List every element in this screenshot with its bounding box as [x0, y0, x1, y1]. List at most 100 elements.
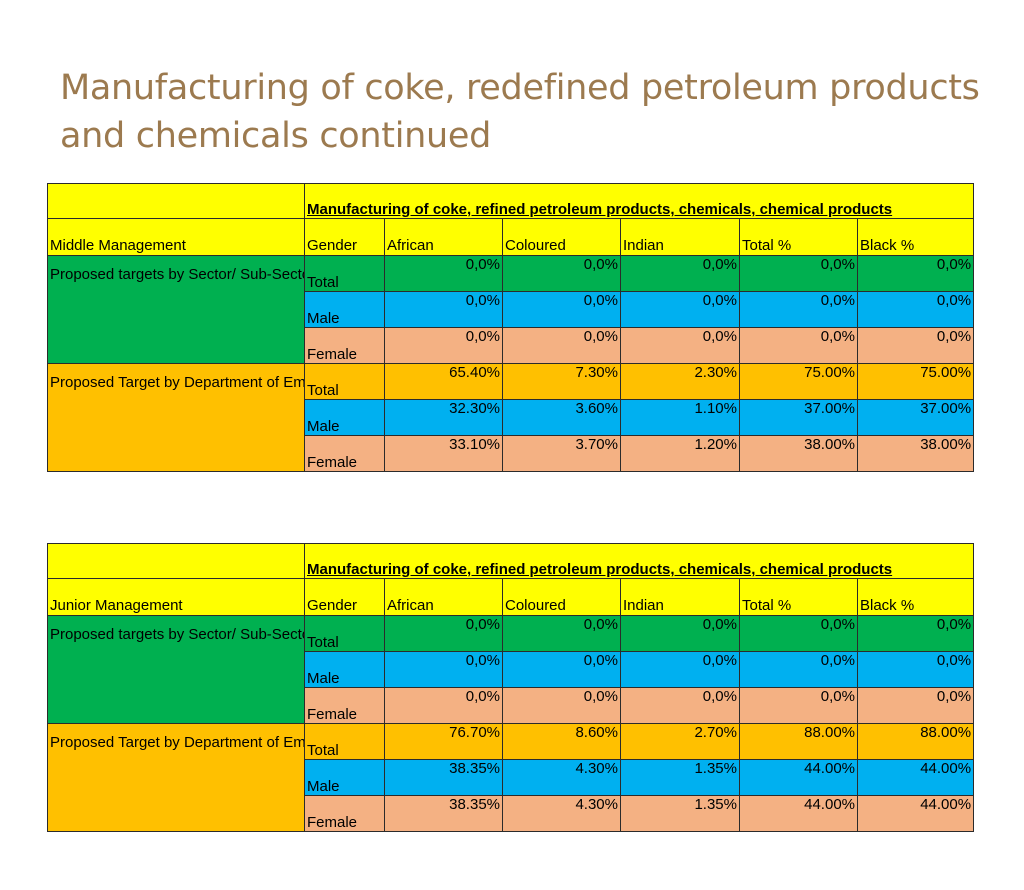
- value-african: 0,0%: [384, 615, 503, 652]
- value-black: 0,0%: [856, 291, 975, 328]
- value-total: 0,0%: [739, 255, 858, 292]
- value-coloured: 3.60%: [502, 399, 621, 436]
- value-coloured: 4.30%: [502, 759, 621, 796]
- value-total: 88.00%: [739, 723, 858, 760]
- gender-cell: Total: [304, 255, 385, 292]
- value-african: 0,0%: [384, 651, 503, 688]
- gender-cell: Male: [304, 399, 385, 436]
- value-total: 0,0%: [739, 291, 858, 328]
- junior-management-table: Manufacturing of coke, refined petroleum…: [47, 543, 975, 832]
- value-coloured: 0,0%: [502, 651, 621, 688]
- column-header-level: Junior Management: [47, 578, 305, 616]
- value-total: 0,0%: [739, 651, 858, 688]
- value-african: 65.40%: [384, 363, 503, 400]
- value-indian: 1.20%: [620, 435, 740, 472]
- gender-cell: Total: [304, 363, 385, 400]
- page-title: Manufacturing of coke, redefined petrole…: [60, 68, 980, 156]
- value-total: 75.00%: [739, 363, 858, 400]
- value-coloured: 0,0%: [502, 327, 621, 364]
- middle-management-table: Manufacturing of coke, refined petroleum…: [47, 183, 975, 472]
- table-heading: Manufacturing of coke, refined petroleum…: [303, 183, 975, 219]
- group-label-sector: Proposed targets by Sector/ Sub-Sector: [47, 255, 305, 364]
- value-total: 37.00%: [739, 399, 858, 436]
- column-header-indian: Indian: [620, 578, 740, 616]
- value-black: 44.00%: [856, 759, 975, 796]
- table-row: Male 38.35% 4.30% 1.35% 44.00% 44.00%: [48, 759, 975, 796]
- group-label-sector: Proposed targets by Sector/ Sub-Sector: [47, 615, 305, 724]
- gender-cell: Male: [304, 759, 385, 796]
- table-row: Female 33.10% 3.70% 1.20% 38.00% 38.00%: [48, 435, 975, 472]
- value-african: 0,0%: [384, 291, 503, 328]
- value-coloured: 4.30%: [502, 795, 621, 832]
- value-indian: 0,0%: [620, 687, 740, 724]
- value-coloured: 0,0%: [502, 687, 621, 724]
- column-header-coloured: Coloured: [502, 218, 621, 256]
- column-header-gender: Gender: [304, 578, 385, 616]
- value-indian: 2.70%: [620, 723, 740, 760]
- value-indian: 0,0%: [620, 255, 740, 292]
- value-black: 37.00%: [856, 399, 975, 436]
- gender-cell: Female: [304, 687, 385, 724]
- table-corner-cell: [47, 183, 305, 219]
- value-african: 76.70%: [384, 723, 503, 760]
- value-african: 38.35%: [384, 759, 503, 796]
- column-header-black: Black %: [856, 218, 975, 256]
- value-coloured: 3.70%: [502, 435, 621, 472]
- value-black: 44.00%: [856, 795, 975, 832]
- value-total: 0,0%: [739, 615, 858, 652]
- value-indian: 1.10%: [620, 399, 740, 436]
- value-african: 0,0%: [384, 327, 503, 364]
- table-row: Proposed Target by Department of Employm…: [47, 723, 975, 832]
- value-coloured: 8.60%: [502, 723, 621, 760]
- table-heading: Manufacturing of coke, refined petroleum…: [303, 543, 975, 579]
- table-corner-cell: [47, 543, 305, 579]
- value-total: 0,0%: [739, 687, 858, 724]
- value-african: 33.10%: [384, 435, 503, 472]
- column-header-african: African: [384, 578, 503, 616]
- value-black: 0,0%: [856, 255, 975, 292]
- value-black: 0,0%: [856, 687, 975, 724]
- value-black: 0,0%: [856, 615, 975, 652]
- value-indian: 0,0%: [620, 291, 740, 328]
- table-row: Male 0,0% 0,0% 0,0% 0,0% 0,0%: [48, 651, 975, 688]
- value-indian: 0,0%: [620, 327, 740, 364]
- table-row: Proposed targets by Sector/ Sub-Sector T…: [47, 615, 975, 724]
- value-black: 0,0%: [856, 327, 975, 364]
- column-header-level: Middle Management: [47, 218, 305, 256]
- value-coloured: 0,0%: [502, 291, 621, 328]
- gender-cell: Female: [304, 435, 385, 472]
- value-indian: 0,0%: [620, 651, 740, 688]
- table-row: Proposed targets by Sector/ Sub-Sector T…: [47, 255, 975, 364]
- value-total: 38.00%: [739, 435, 858, 472]
- table-row: Proposed Target by Department of Employm…: [47, 363, 975, 472]
- value-indian: 0,0%: [620, 615, 740, 652]
- table-row: Male 32.30% 3.60% 1.10% 37.00% 37.00%: [48, 399, 975, 436]
- value-total: 44.00%: [739, 759, 858, 796]
- gender-cell: Total: [304, 723, 385, 760]
- value-black: 0,0%: [856, 651, 975, 688]
- value-black: 88.00%: [856, 723, 975, 760]
- value-black: 38.00%: [856, 435, 975, 472]
- gender-cell: Female: [304, 795, 385, 832]
- column-header-total: Total %: [739, 578, 858, 616]
- table-row: Female 38.35% 4.30% 1.35% 44.00% 44.00%: [48, 795, 975, 832]
- table-row: Female 0,0% 0,0% 0,0% 0,0% 0,0%: [48, 327, 975, 364]
- column-header-african: African: [384, 218, 503, 256]
- value-african: 38.35%: [384, 795, 503, 832]
- column-header-total: Total %: [739, 218, 858, 256]
- gender-cell: Total: [304, 615, 385, 652]
- group-label-department: Proposed Target by Department of Employm…: [47, 723, 305, 832]
- gender-cell: Male: [304, 651, 385, 688]
- value-coloured: 0,0%: [502, 615, 621, 652]
- value-total: 44.00%: [739, 795, 858, 832]
- column-header-indian: Indian: [620, 218, 740, 256]
- column-header-coloured: Coloured: [502, 578, 621, 616]
- value-coloured: 7.30%: [502, 363, 621, 400]
- group-label-department: Proposed Target by Department of Employm…: [47, 363, 305, 472]
- value-coloured: 0,0%: [502, 255, 621, 292]
- value-african: 0,0%: [384, 255, 503, 292]
- value-total: 0,0%: [739, 327, 858, 364]
- gender-cell: Female: [304, 327, 385, 364]
- table-row: Male 0,0% 0,0% 0,0% 0,0% 0,0%: [48, 291, 975, 328]
- gender-cell: Male: [304, 291, 385, 328]
